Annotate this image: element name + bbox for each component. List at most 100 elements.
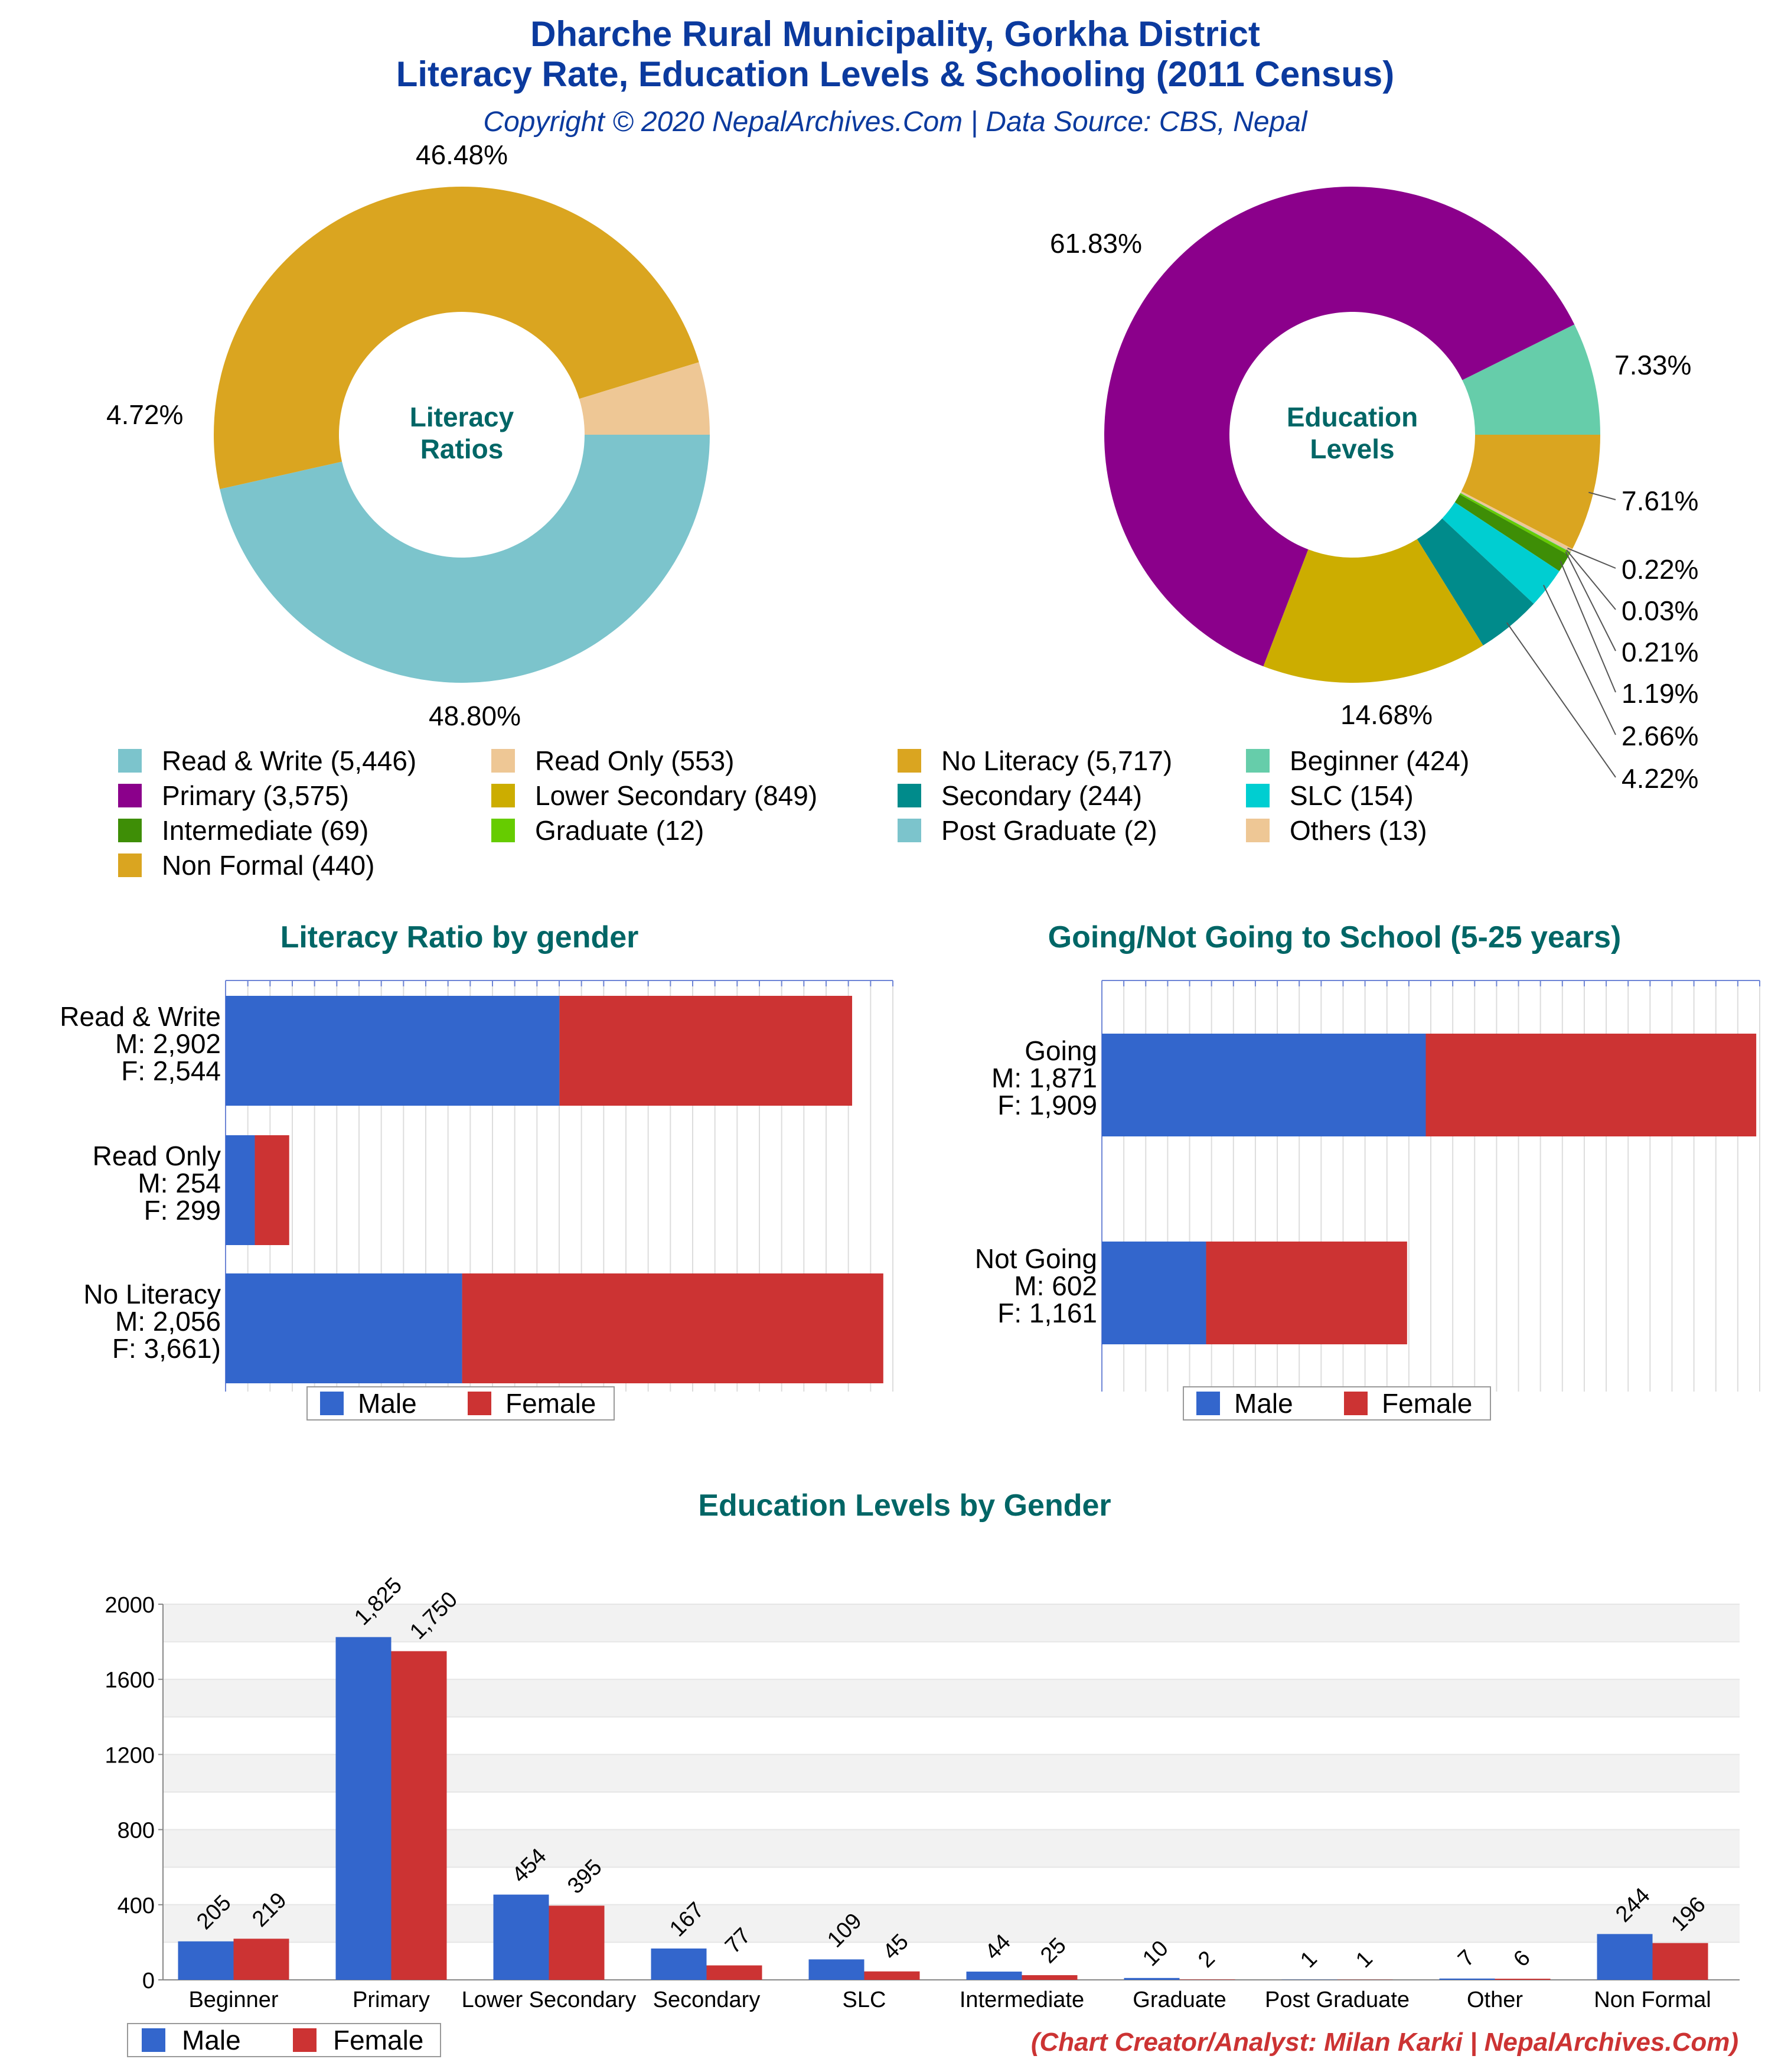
legend-swatch-non-formal-440 xyxy=(118,853,142,877)
legend-label-read-write-5-446: Read & Write (5,446) xyxy=(162,745,416,776)
bar-male-slc xyxy=(808,1959,864,1980)
legend-swatch-intermediate-69 xyxy=(118,819,142,842)
legend-swatch-female xyxy=(1344,1392,1368,1415)
education-gender-title: Education Levels by Gender xyxy=(698,1488,1111,1523)
x-tick-label-beginner: Beginner xyxy=(188,1988,278,2012)
female-count-going: F: 1,909 xyxy=(997,1090,1097,1120)
category-label-read-write: Read & Write xyxy=(60,1001,221,1032)
female-count-no-literacy: F: 3,661) xyxy=(112,1333,221,1364)
donut2-center-line1: Education xyxy=(1287,402,1418,432)
legend-label-female: Female xyxy=(333,2025,423,2055)
bar-female-secondary xyxy=(706,1965,762,1980)
legend-swatch-male xyxy=(1196,1392,1220,1415)
bar-female-primary xyxy=(391,1651,447,1980)
legend-swatch-primary-3-575 xyxy=(118,784,142,807)
slice-no-literacy xyxy=(213,186,699,490)
legend-label-primary-3-575: Primary (3,575) xyxy=(162,780,349,811)
bar-male-beginner xyxy=(178,1941,234,1980)
leader-graduate xyxy=(1565,551,1616,651)
bar-male-non-formal xyxy=(1597,1934,1653,1980)
bar-female-lower-secondary xyxy=(549,1905,605,1980)
slice-slc xyxy=(1442,502,1560,604)
legend-swatch-slc-154 xyxy=(1246,784,1270,807)
legend-label-intermediate-69: Intermediate (69) xyxy=(162,815,368,846)
x-tick-label-secondary: Secondary xyxy=(653,1988,761,2012)
page-title-line1: Dharche Rural Municipality, Gorkha Distr… xyxy=(530,14,1260,54)
donut2-pct-slc: 2.66% xyxy=(1622,721,1698,751)
x-tick-label-other: Other xyxy=(1467,1988,1523,2012)
leader-secondary xyxy=(1506,622,1616,778)
legend-label-post-graduate-2: Post Graduate (2) xyxy=(941,815,1157,846)
grid-band xyxy=(163,1604,1740,1642)
legend-label-slc-154: SLC (154) xyxy=(1290,780,1414,811)
legend-box xyxy=(1183,1386,1491,1421)
copyright-line: Copyright © 2020 NepalArchives.Com | Dat… xyxy=(483,106,1307,138)
x-tick-label-primary: Primary xyxy=(353,1988,430,2012)
bar-female-intermediate xyxy=(1022,1975,1078,1980)
category-label-not-going: Not Going xyxy=(975,1243,1097,1274)
legend-label-male: Male xyxy=(182,2025,241,2055)
bar-female-non-formal xyxy=(1652,1943,1708,1980)
bar-female-beginner xyxy=(233,1939,289,1980)
leader-others xyxy=(1567,548,1616,569)
donut-legend: Read & Write (5,446) Read Only (553) No Li… xyxy=(118,745,1469,881)
literacy-gender-title: Literacy Ratio by gender xyxy=(280,920,639,954)
y-tick-label: 800 xyxy=(118,1819,155,1843)
legend-swatch-lower-secondary-849 xyxy=(491,784,515,807)
bar-male-not-going xyxy=(1102,1242,1206,1344)
male-count-no-literacy: M: 2,056 xyxy=(115,1306,221,1337)
female-count-read-write: F: 2,544 xyxy=(121,1055,221,1086)
x-tick-label-lower-secondary: Lower Secondary xyxy=(462,1988,637,2012)
bar-female-going xyxy=(1425,1034,1757,1136)
credit-line: (Chart Creator/Analyst: Milan Karki | Ne… xyxy=(1031,2028,1738,2057)
female-count-read-only: F: 299 xyxy=(144,1195,221,1226)
bar-female-read-only xyxy=(255,1135,289,1245)
leader-intermediate xyxy=(1560,561,1616,693)
donut2-pct-beginner: 7.33% xyxy=(1614,350,1691,380)
y-tick-label: 0 xyxy=(142,1969,155,1993)
bar-female-not-going xyxy=(1206,1242,1407,1344)
bar-female-slc xyxy=(864,1971,920,1980)
slice-non-formal xyxy=(1461,435,1600,549)
donut2-pct-lower-secondary: 14.68% xyxy=(1340,699,1433,730)
donut2-pct-secondary: 4.22% xyxy=(1622,763,1698,794)
male-count-going: M: 1,871 xyxy=(991,1063,1097,1093)
male-count-read-only: M: 254 xyxy=(138,1168,221,1198)
x-tick-label-post-graduate: Post Graduate xyxy=(1265,1988,1410,2012)
donut2-leader-lines xyxy=(1506,491,1616,778)
legend-swatch-graduate-12 xyxy=(491,819,515,842)
legend-label-others-13: Others (13) xyxy=(1290,815,1427,846)
legend-swatch-female xyxy=(293,2028,317,2052)
legend-label-graduate-12: Graduate (12) xyxy=(535,815,704,846)
bar-male-read-only xyxy=(226,1135,255,1245)
legend-box xyxy=(306,1386,615,1421)
legend-swatch-female xyxy=(468,1392,491,1415)
bar-female-graduate xyxy=(1179,1979,1235,1980)
donut1-pct-no-literacy: 48.80% xyxy=(429,701,521,731)
donut1-center-line2: Ratios xyxy=(420,434,504,464)
legend-swatch-beginner-424 xyxy=(1246,749,1270,773)
bar-male-graduate xyxy=(1124,1977,1180,1980)
bar-female-other xyxy=(1495,1979,1551,1980)
slice-graduate xyxy=(1459,493,1571,556)
category-label-no-literacy: No Literacy xyxy=(83,1279,221,1309)
slice-intermediate xyxy=(1454,494,1570,572)
leader-non-formal xyxy=(1588,491,1616,500)
male-count-read-write: M: 2,902 xyxy=(115,1028,221,1059)
legend-label-female: Female xyxy=(1382,1388,1472,1419)
donut1-pct-read-only: 4.72% xyxy=(106,399,183,430)
bar-female-no-literacy xyxy=(462,1273,883,1383)
category-label-read-only: Read Only xyxy=(93,1141,221,1171)
slice-post-graduate xyxy=(1460,493,1571,553)
legend-label-read-only-553: Read Only (553) xyxy=(535,745,735,776)
legend-swatch-no-literacy-5-717 xyxy=(898,749,921,773)
donut2-center-line2: Levels xyxy=(1310,434,1394,464)
bar-male-primary xyxy=(335,1637,392,1980)
leader-post-graduate xyxy=(1566,549,1616,610)
legend-swatch-read-only-553 xyxy=(491,749,515,773)
bar-male-no-literacy xyxy=(226,1273,462,1383)
donut2-pct-non-formal: 7.61% xyxy=(1622,486,1698,516)
